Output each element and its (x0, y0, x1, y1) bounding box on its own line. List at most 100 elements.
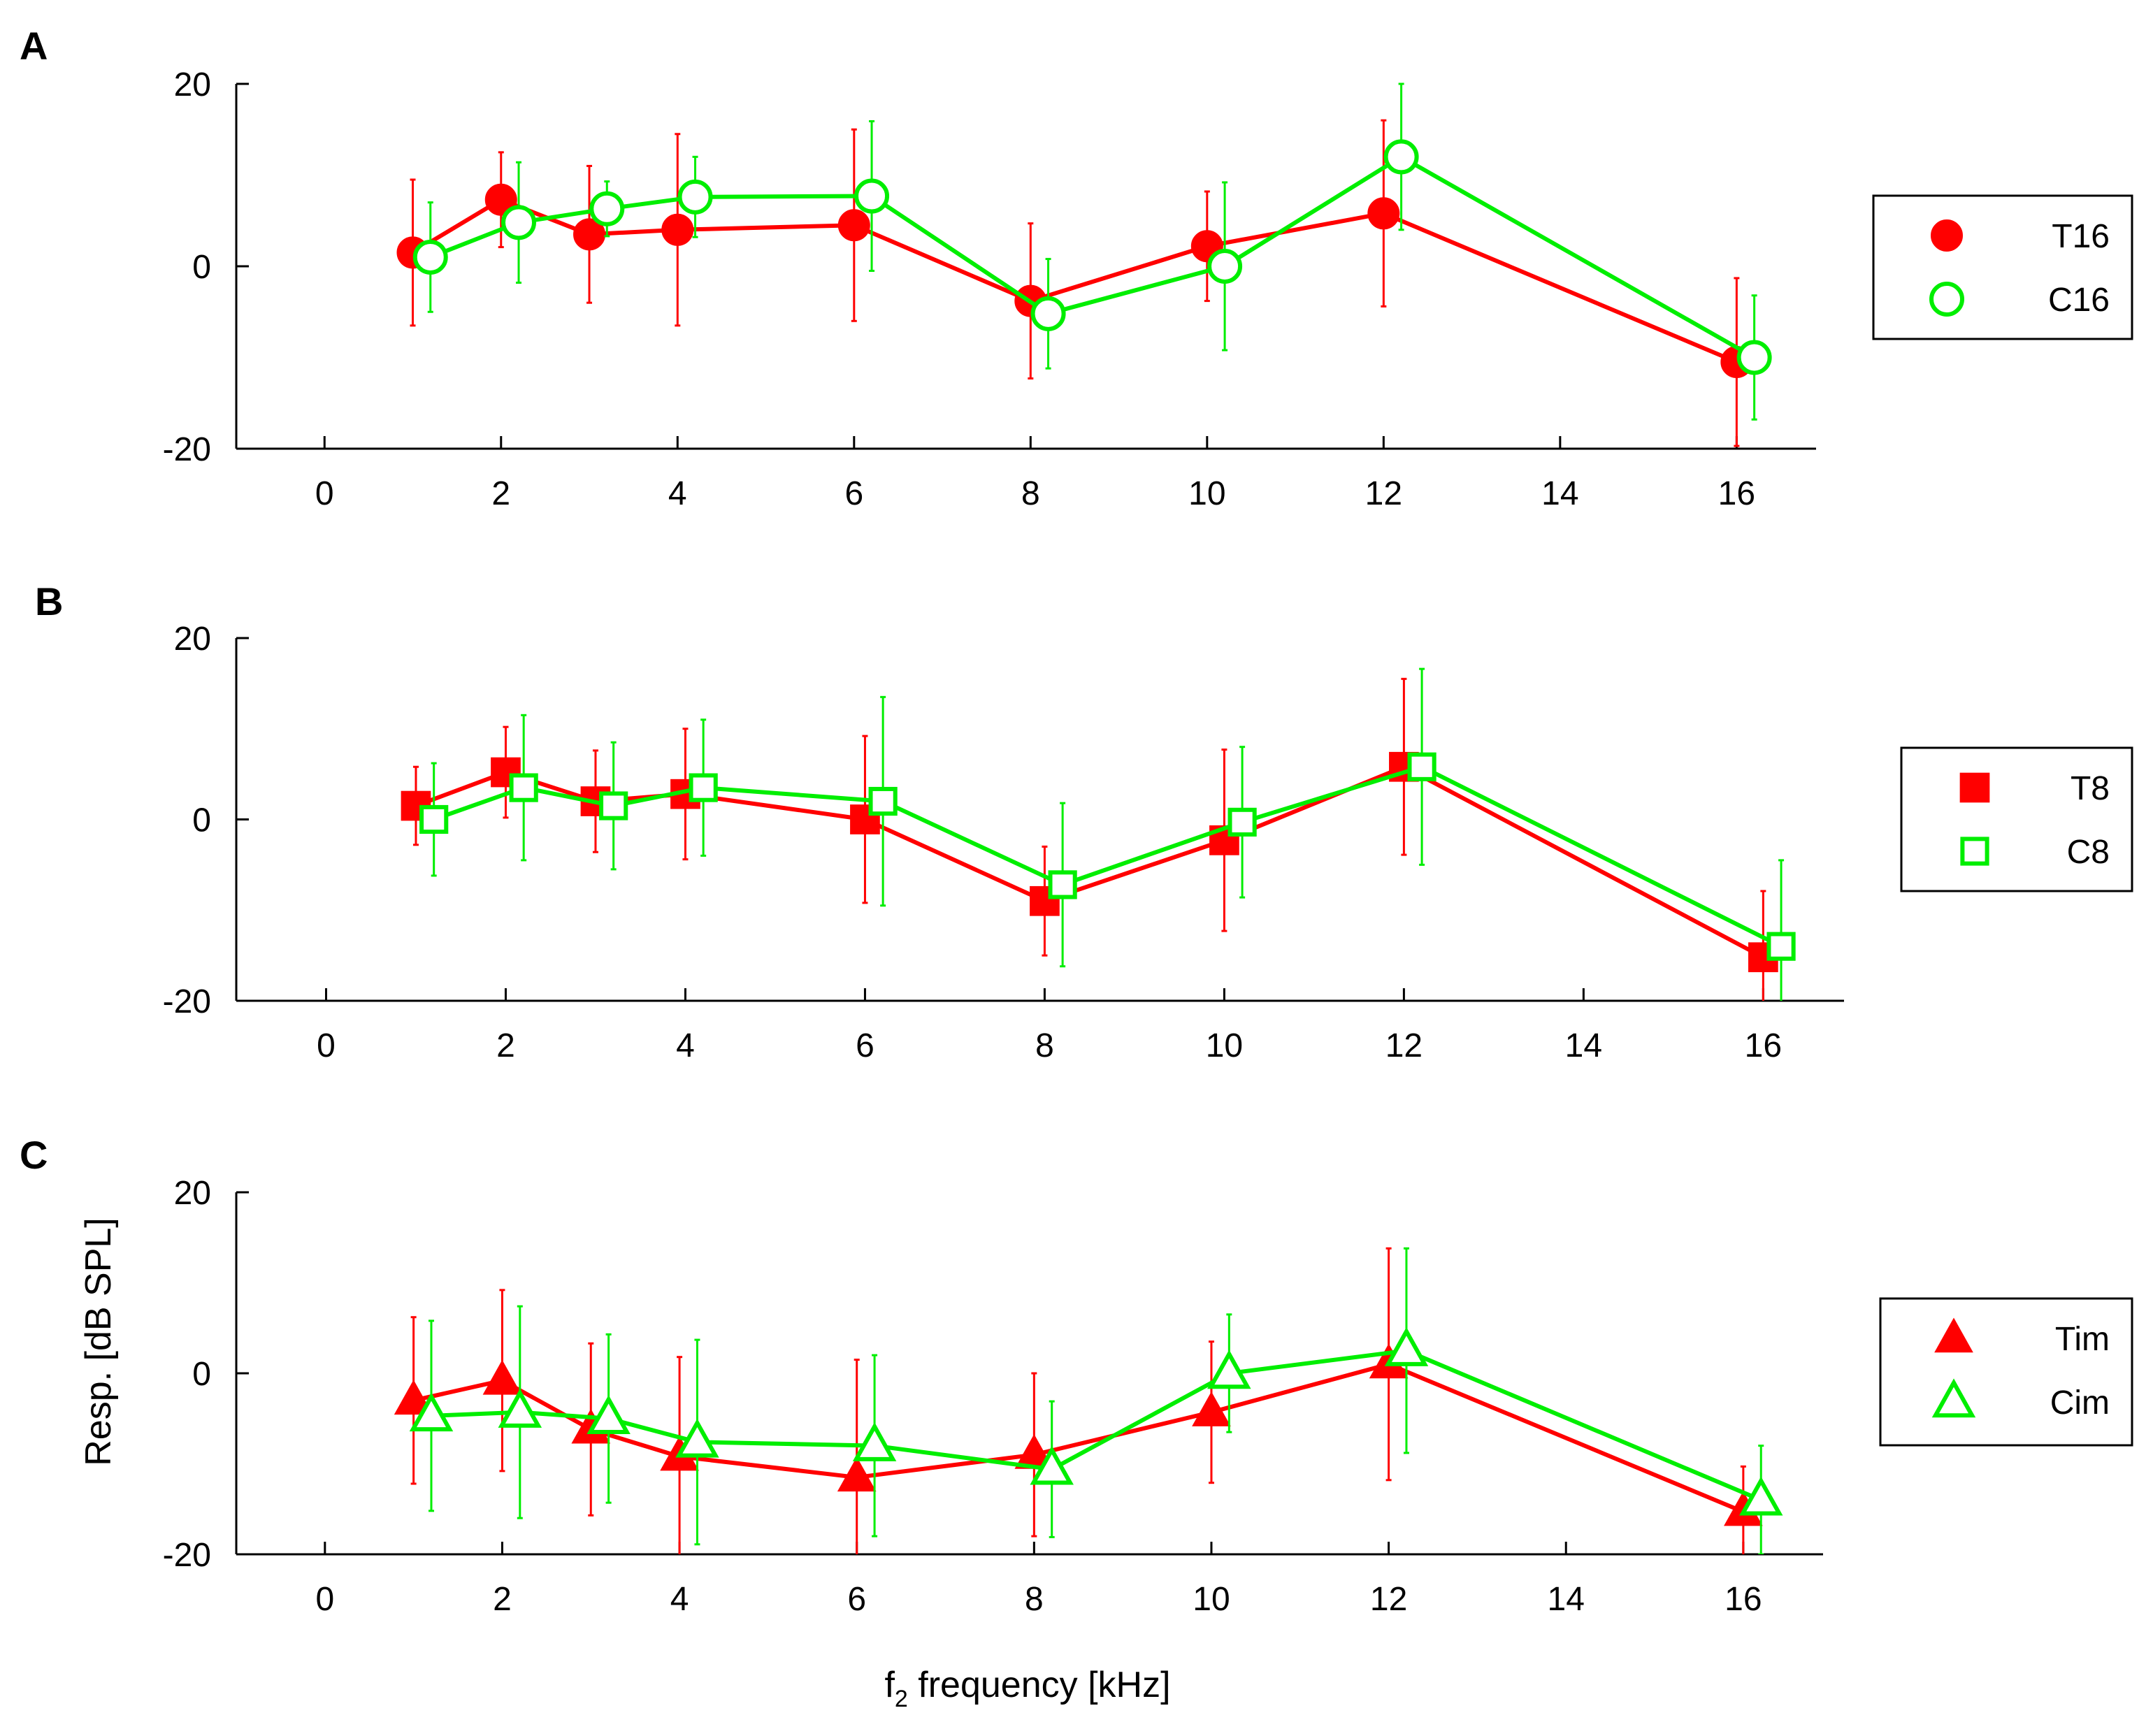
x-axis-title: f2 frequency [kHz] (884, 1665, 1170, 1712)
data-point (501, 205, 537, 240)
data-point (394, 1380, 433, 1415)
data-point (1030, 1445, 1074, 1485)
data-point (837, 209, 870, 242)
y-tick-label: 20 (174, 1175, 211, 1212)
y-tick-label: -20 (163, 1537, 211, 1574)
data-point (586, 1395, 631, 1434)
x-tick-label: 8 (1025, 1581, 1044, 1618)
x-tick-label: 16 (1724, 1581, 1762, 1618)
data-point (677, 179, 713, 215)
y-tick-label: 0 (192, 802, 211, 839)
legend-box (1872, 194, 2133, 340)
data-point (1207, 1350, 1251, 1389)
x-tick-label: 0 (317, 1027, 336, 1064)
x-tick-label: 10 (1206, 1027, 1243, 1064)
data-point (675, 1418, 719, 1458)
data-point (573, 218, 606, 251)
legend-marker (1960, 837, 1989, 866)
data-point (1407, 752, 1436, 781)
x-tick-label: 12 (1385, 1027, 1423, 1064)
series-Cim (409, 1247, 1783, 1554)
legend-marker (1934, 1317, 1973, 1353)
panel-B: B -20 0 20 0 2 4 6 8 10 12 14 16 T8 C8 (35, 579, 2133, 1064)
data-point (689, 773, 718, 802)
data-point (1738, 1476, 1783, 1516)
legend-label: T8 (2071, 770, 2110, 807)
series-C8 (419, 667, 1796, 1001)
data-point (852, 1422, 897, 1461)
legend: T8 C8 (1900, 746, 2133, 892)
x-tick-label: 14 (1541, 475, 1578, 512)
x-tick-label: 12 (1370, 1581, 1407, 1618)
x-tick-label: 6 (847, 1581, 866, 1618)
series-line (412, 1362, 1745, 1514)
data-point (599, 791, 628, 820)
x-axis-title-subscript: 2 (895, 1686, 908, 1712)
plot-area (394, 1247, 1783, 1554)
plot-area (401, 667, 1796, 1001)
series-line (433, 765, 1783, 948)
data-point (1030, 296, 1066, 331)
legend-label: C16 (2048, 282, 2110, 319)
panel-C: C -20 0 20 0 2 4 6 8 10 12 14 16 Tim Cim (20, 1133, 2133, 1618)
data-point (1383, 139, 1419, 175)
legend: T16 C16 (1872, 194, 2133, 340)
x-tick-label: 4 (676, 1027, 695, 1064)
legend-label: T16 (2052, 218, 2110, 255)
x-tick-label: 2 (496, 1027, 515, 1064)
data-point (837, 1456, 877, 1492)
x-tick-label: 10 (1188, 475, 1225, 512)
legend-label: Cim (2050, 1384, 2110, 1422)
data-point (1048, 870, 1077, 899)
data-point (509, 773, 538, 802)
legend: Tim Cim (1879, 1297, 2133, 1447)
y-tick-label: 0 (192, 249, 211, 286)
x-tick-label: 6 (856, 1027, 874, 1064)
y-tick-label: -20 (163, 431, 211, 468)
legend-marker (1959, 772, 1990, 803)
data-point (412, 239, 448, 275)
x-axis-title-main: f (884, 1665, 895, 1705)
x-axis-title-rest: frequency [kHz] (908, 1665, 1171, 1705)
data-point (409, 1392, 454, 1432)
data-point (498, 1389, 542, 1428)
data-point (484, 183, 517, 216)
x-tick-label: 16 (1718, 475, 1755, 512)
x-tick-label: 2 (491, 475, 510, 512)
data-point (589, 191, 625, 226)
data-point (1207, 249, 1243, 284)
data-point (854, 178, 890, 214)
panel-A: A -20 0 20 0 2 4 6 8 10 12 14 16 T16 C16 (20, 24, 2133, 512)
x-tick-label: 10 (1193, 1581, 1230, 1618)
data-point (1384, 1326, 1429, 1366)
panel-letter: B (35, 579, 63, 623)
x-tick-label: 14 (1565, 1027, 1602, 1064)
data-point (661, 213, 694, 246)
legend-label: Tim (2055, 1321, 2110, 1358)
y-tick-label: 0 (192, 1356, 211, 1393)
x-tick-label: 0 (315, 475, 334, 512)
panel-letter: C (20, 1133, 48, 1177)
y-tick-label: 20 (174, 621, 211, 658)
legend-label: C8 (2067, 834, 2110, 871)
legend-box (1879, 1297, 2133, 1447)
data-point (419, 804, 449, 834)
x-tick-label: 2 (493, 1581, 512, 1618)
x-tick-label: 8 (1021, 475, 1040, 512)
series-T8 (401, 677, 1778, 1001)
series-T16 (396, 119, 1753, 447)
x-tick-label: 6 (844, 475, 863, 512)
x-tick-label: 4 (668, 475, 687, 512)
panel-letter: A (20, 24, 48, 68)
plot-area (396, 82, 1772, 447)
data-point (482, 1359, 522, 1395)
data-point (1736, 340, 1772, 375)
x-tick-label: 4 (670, 1581, 689, 1618)
data-point (1367, 197, 1400, 230)
x-tick-label: 0 (315, 1581, 334, 1618)
data-point (868, 786, 898, 816)
data-point (1192, 1391, 1231, 1426)
y-tick-label: 20 (174, 66, 211, 103)
